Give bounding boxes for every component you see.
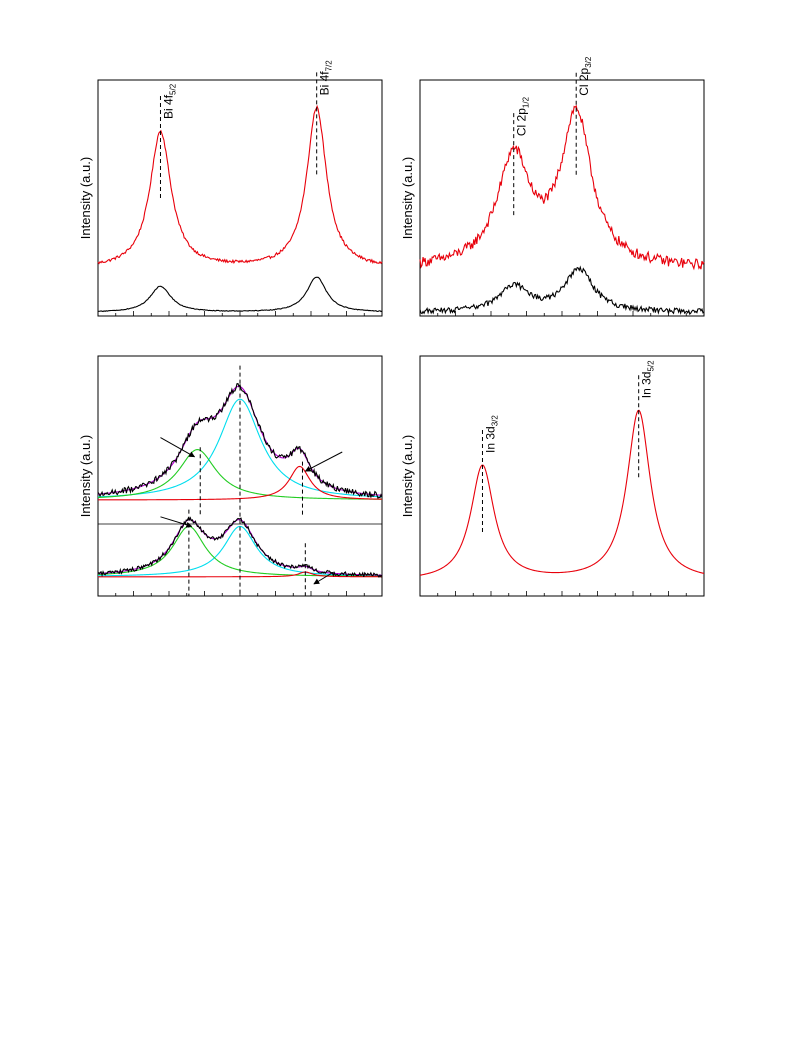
- y-axis-label: Intensity (a.u.): [400, 435, 415, 517]
- series-line: [97, 516, 383, 579]
- deconvolution-decorations: [98, 365, 382, 596]
- plot-frame: [419, 79, 705, 317]
- peak-label: Cl 2p1/2: [515, 96, 531, 136]
- series-line: [419, 409, 705, 576]
- component-arrow: [313, 571, 334, 585]
- series-line: [419, 265, 705, 316]
- y-axis-label: Intensity (a.u.): [78, 157, 93, 239]
- plot-frame: [97, 79, 383, 317]
- y-axis-label: Intensity (a.u.): [78, 435, 93, 517]
- panel-top-right: Intensity (a.u.) Cl 2p1/2 Cl 2p3/2: [400, 56, 705, 317]
- peak-label: In 3d3/2: [483, 415, 499, 453]
- peak-label: Bi 4f5/2: [161, 83, 177, 119]
- component-arrow: [304, 451, 343, 472]
- y-axis-label: Intensity (a.u.): [400, 157, 415, 239]
- series-line: [97, 276, 383, 313]
- peak-label: Bi 4f7/2: [318, 60, 334, 96]
- series-line: [419, 104, 705, 271]
- series-line: [97, 465, 383, 501]
- panel-top-left: Intensity (a.u.) Bi 4f5/2 Bi 4f7/2: [78, 60, 383, 317]
- component-arrow: [160, 437, 196, 458]
- peak-label: In 3d5/2: [640, 360, 656, 398]
- component-arrow: [160, 516, 193, 528]
- peak-label: Cl 2p3/2: [577, 56, 593, 96]
- series-line: [97, 398, 383, 498]
- plot-frame: [419, 355, 705, 597]
- panel-bottom-right: Intensity (a.u.) In 3d3/2 In 3d5/2: [400, 355, 705, 597]
- series-line: [97, 104, 383, 265]
- series-line: [97, 383, 383, 500]
- panel-bottom-left: Intensity (a.u.): [78, 355, 383, 597]
- series-line: [97, 449, 383, 500]
- plot-frame: [97, 355, 383, 597]
